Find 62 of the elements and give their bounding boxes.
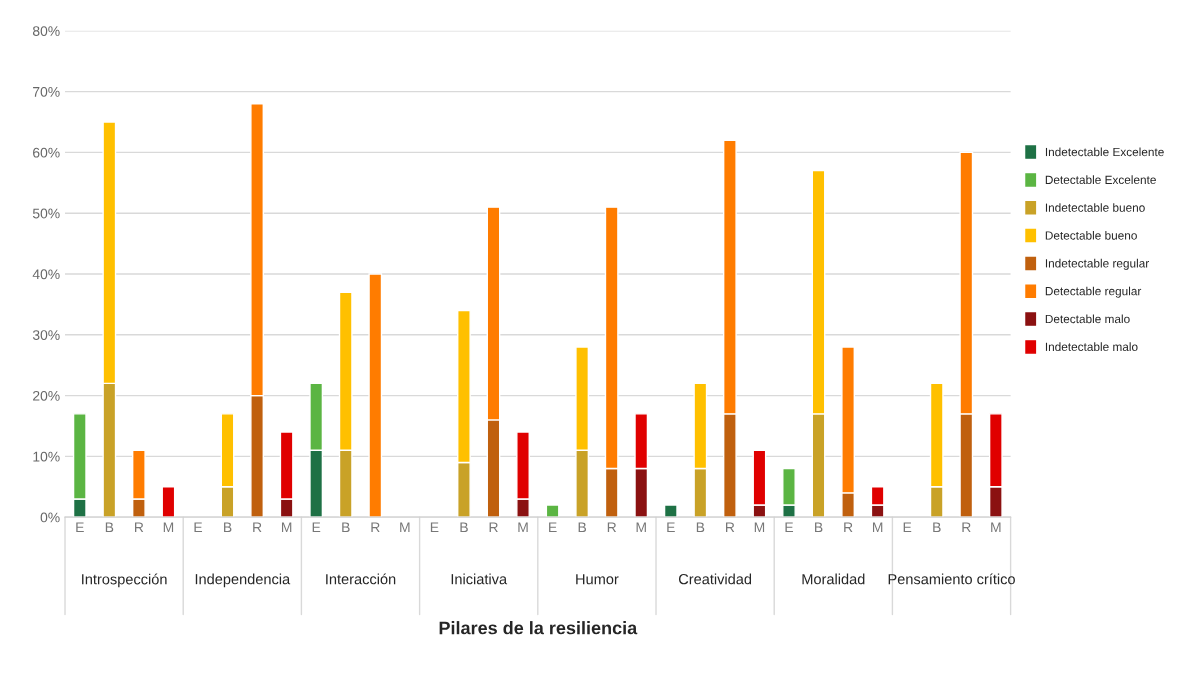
legend-label: Detectable regular	[1045, 286, 1142, 298]
x-tick-label: B	[224, 522, 232, 533]
y-tick-label: 30%	[32, 330, 60, 340]
legend-label: Detectable malo	[1045, 314, 1130, 324]
bar	[161, 486, 176, 518]
y-tick-label: 50%	[32, 208, 60, 219]
legend-label: Indetectable Excelente	[1045, 147, 1164, 157]
x-tick-label: R	[135, 522, 144, 533]
x-tick-label: M	[636, 522, 646, 533]
bar	[368, 273, 383, 518]
y-tick-label: 10%	[33, 451, 60, 462]
x-tick-label: E	[549, 522, 557, 533]
x-tick-label: B	[105, 522, 114, 533]
x-tick-label: M	[400, 522, 410, 533]
text: Introspección	[82, 573, 167, 588]
x-tick-label: R	[844, 522, 853, 533]
text: Independencia	[195, 573, 291, 588]
x-tick-label: B	[815, 522, 823, 533]
y-tick-label: 0%	[40, 512, 60, 523]
legend-label: Indetectable regular	[1045, 258, 1150, 270]
x-tick-label: B	[933, 522, 941, 533]
x-tick-label: E	[194, 522, 203, 533]
x-tick-label: R	[726, 522, 735, 533]
x-tick-label: M	[991, 522, 1001, 533]
legend-label: Indetectable bueno	[1045, 203, 1145, 212]
x-tick-label: B	[578, 522, 587, 533]
x-tick-label: M	[518, 522, 528, 533]
x-tick-label: R	[253, 522, 262, 533]
x-tick-label: M	[754, 522, 765, 533]
x-tick-label: M	[281, 522, 292, 533]
x-tick-label: E	[903, 522, 912, 533]
x-tick-label: B	[342, 522, 350, 533]
y-tick-label: 80%	[32, 26, 60, 36]
y-tick-label: 60%	[33, 147, 60, 158]
x-tick-label: E	[430, 522, 439, 533]
text: Pensamiento crítico	[888, 573, 1015, 585]
x-tick-label: E	[667, 522, 675, 533]
bar	[663, 504, 678, 518]
x-tick-label: R	[607, 522, 617, 533]
x-tick-label: R	[489, 522, 498, 533]
text: Interacción	[326, 573, 396, 585]
y-tick-label: 70%	[33, 86, 60, 97]
x-tick-label: E	[76, 522, 84, 533]
x-tick-label: R	[371, 522, 380, 533]
x-tick-label: E	[785, 522, 794, 533]
x-tick-label: M	[872, 522, 883, 533]
text: Humor	[576, 574, 619, 585]
text: Iniciativa	[451, 573, 508, 585]
x-tick-label: B	[696, 522, 705, 533]
x-tick-label: R	[962, 522, 971, 533]
bar	[545, 504, 560, 518]
x-axis-title: Pilares de la resiliencia	[439, 621, 638, 635]
legend-label: Detectable bueno	[1045, 231, 1137, 240]
y-tick-label: 20%	[33, 390, 60, 401]
x-tick-label: M	[163, 522, 174, 533]
legend-label: Detectable Excelente	[1045, 175, 1156, 185]
y-tick-label: 40%	[32, 269, 60, 280]
x-tick-label: E	[312, 522, 321, 533]
x-tick-label: B	[460, 522, 468, 533]
text: Moralidad	[802, 573, 865, 585]
text: Creatividad	[678, 573, 752, 585]
legend-label: Indetectable malo	[1045, 342, 1138, 351]
